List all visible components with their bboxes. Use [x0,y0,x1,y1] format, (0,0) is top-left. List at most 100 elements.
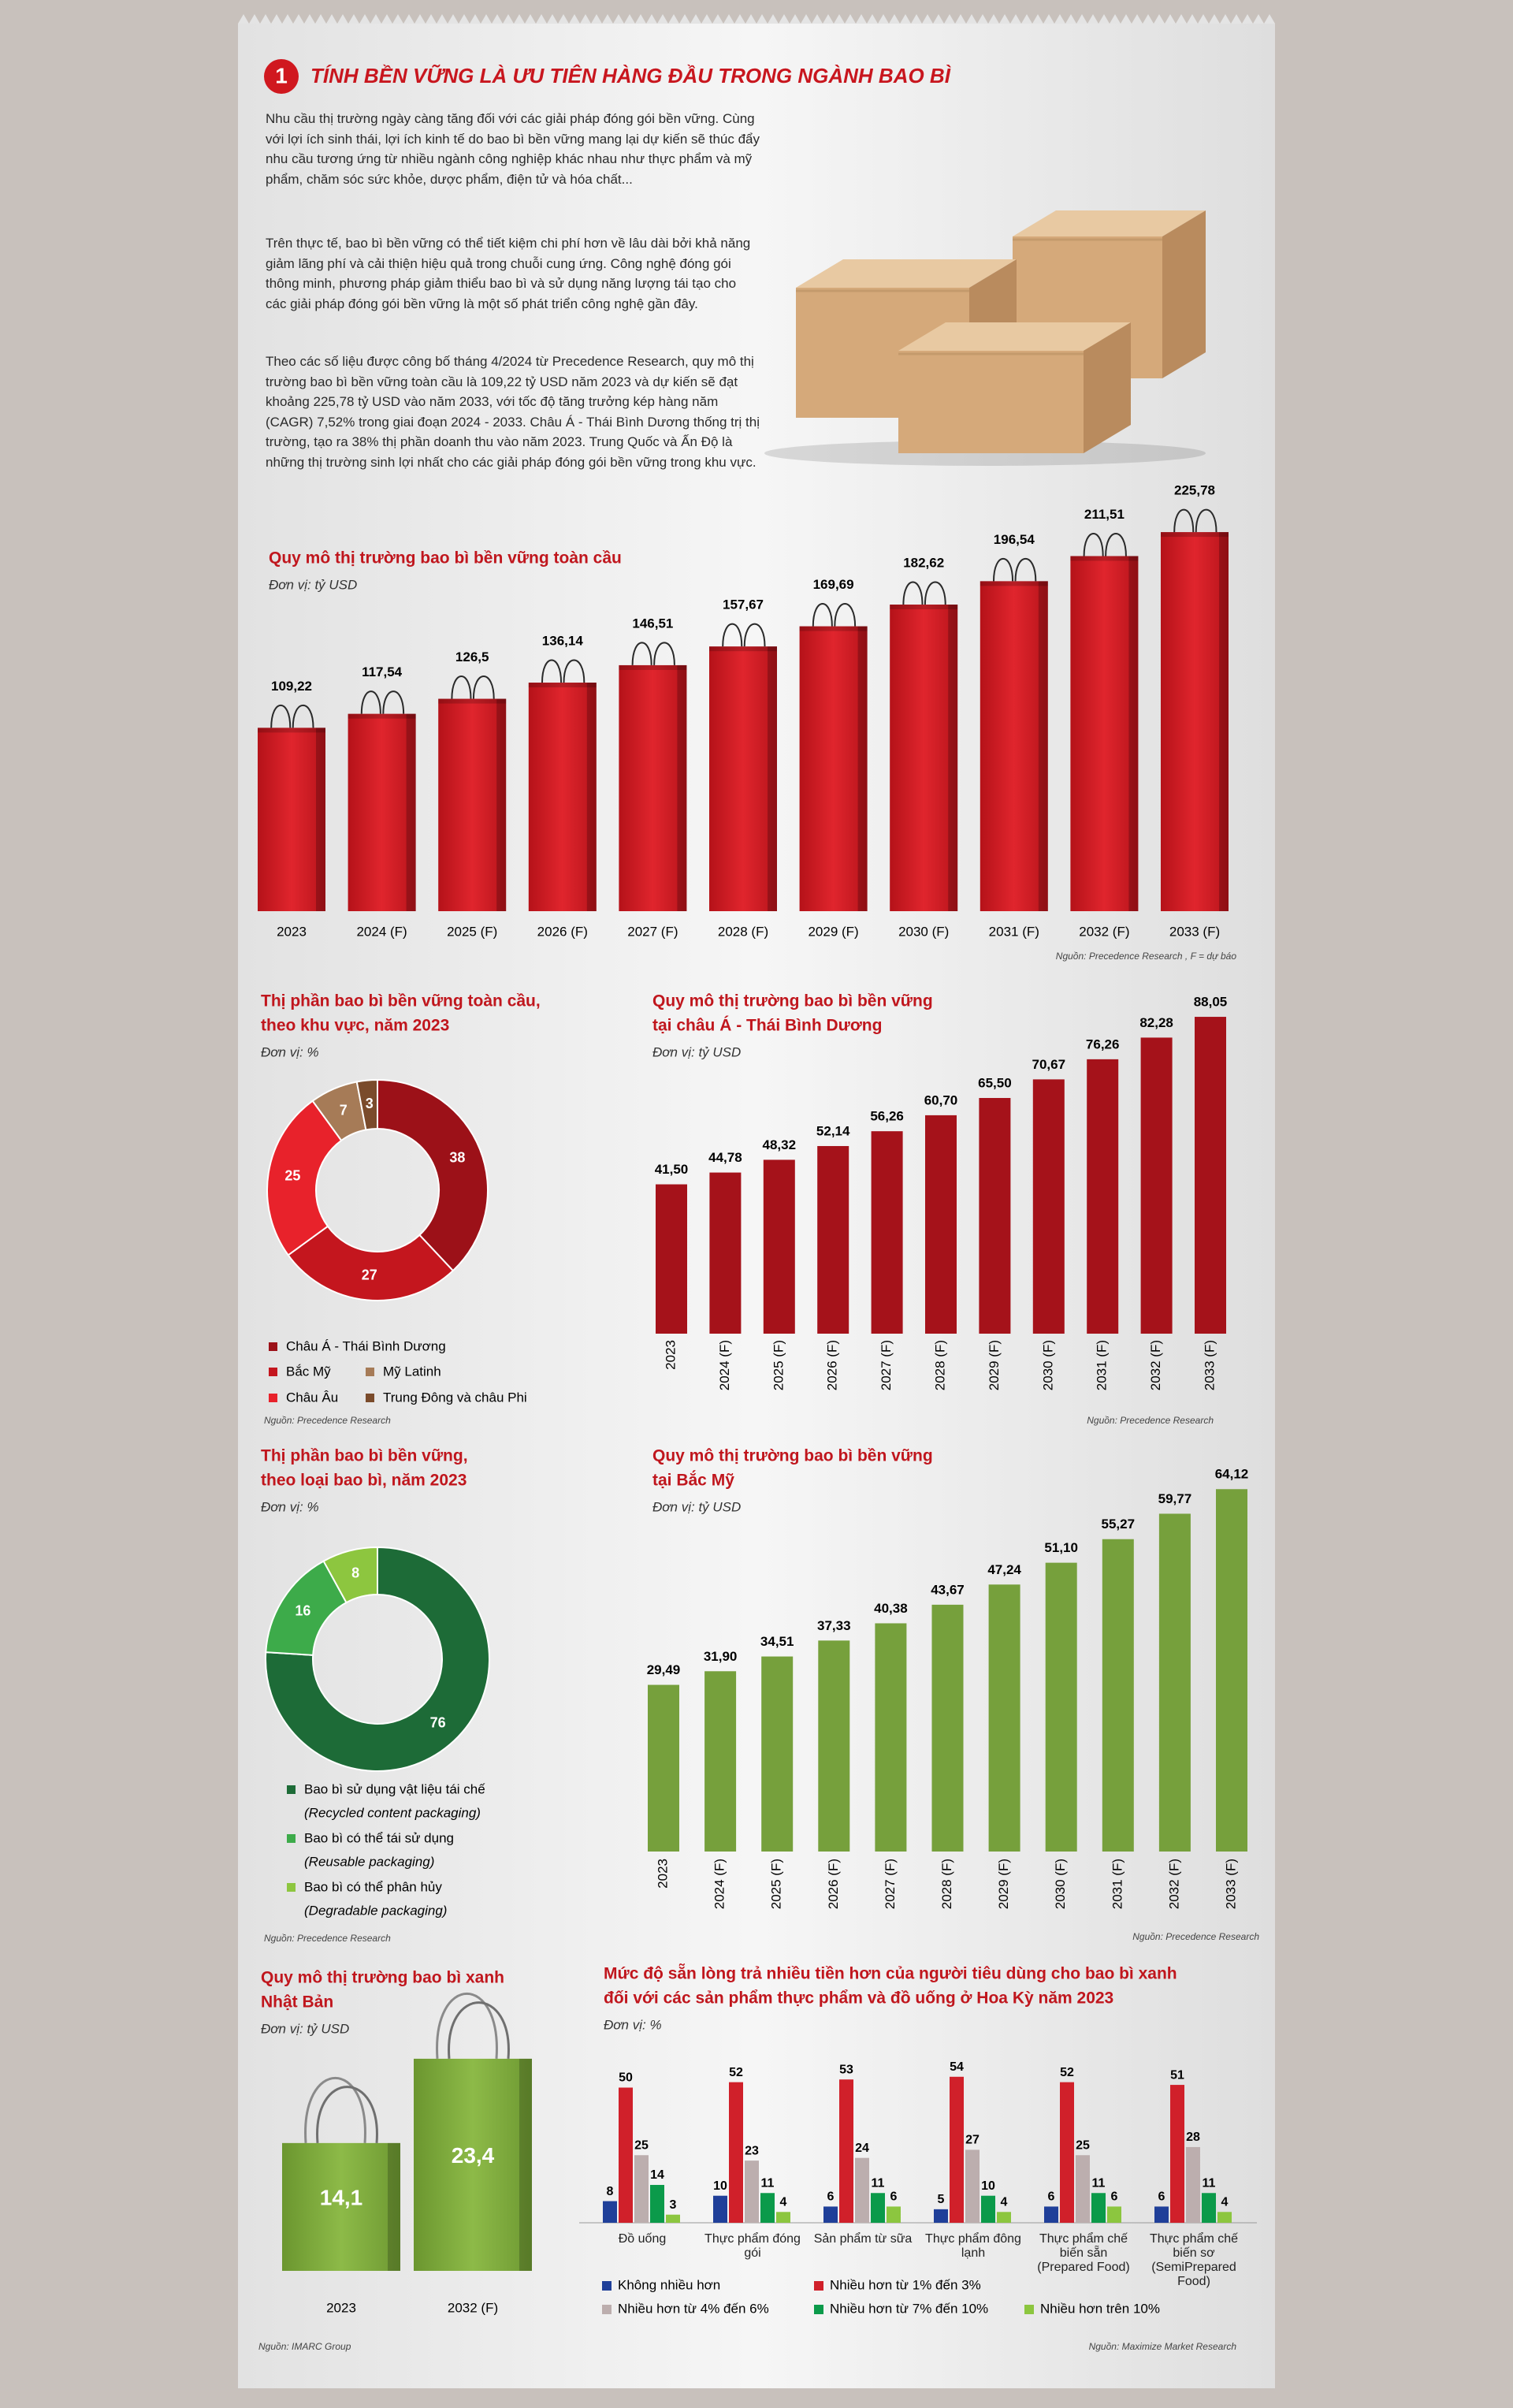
legend-label: Nhiều hơn từ 1% đến 3% [830,2277,981,2292]
x-tick-label: 2033 (F) [1169,924,1220,939]
bag-side [519,2058,532,2271]
bar [1060,2082,1074,2223]
legend-label: Bắc Mỹ [286,1364,331,1379]
legend-label: Bao bì có thể tái sử dụng [304,1830,454,1845]
bar [603,2201,617,2223]
value-label: 82,28 [1139,1015,1173,1030]
bag-handle [924,581,946,605]
bar [1076,2155,1090,2223]
bag [709,646,777,911]
slice-label: 3 [366,1096,374,1111]
bag-side [586,683,597,911]
value-label: 4 [1001,2195,1008,2209]
value-label: 11 [872,2176,885,2190]
value-label: 43,67 [931,1582,965,1597]
x-tick-label: 2031 (F) [1110,1859,1125,1909]
donut-slice [355,1078,378,1131]
legend-swatch [814,2305,823,2314]
bag-rim [528,683,597,688]
x-tick-label: 2033 (F) [1223,1859,1238,1909]
value-label: 5 [938,2193,945,2206]
legend-swatch [287,1883,296,1892]
source-note: Nguồn: Precedence Research [1087,1415,1214,1426]
value-label: 28 [1186,2131,1200,2144]
bag-handle [292,705,314,728]
value-label: 11 [761,2176,775,2190]
legend-swatch [814,2281,823,2291]
bag-handle [448,2001,510,2060]
bar [887,2206,901,2223]
bag [980,581,1048,911]
boxes-illustration [764,210,1206,466]
x-tick-label: 2023 [326,2300,356,2315]
bag [528,683,597,911]
source-note: Nguồn: Precedence Research [1132,1931,1259,1942]
bar [619,2087,633,2223]
value-label: 8 [607,2185,614,2198]
legend-label: Mỹ Latinh [383,1364,441,1379]
value-label: 211,51 [1084,507,1125,522]
bag-handle [316,2086,378,2143]
value-label: 40,38 [874,1601,908,1616]
legend-swatch [602,2281,612,2291]
slice-label: 76 [430,1714,446,1730]
bar [965,2149,980,2223]
bar [1217,2212,1232,2223]
source-note: Nguồn: Maximize Market Research [1089,2341,1237,2352]
bar [709,1172,742,1334]
chart-title: đối với các sản phẩm thực phẩm và đồ uốn… [604,1989,1113,2008]
value-label: 47,24 [987,1562,1021,1577]
donut-slice [266,1100,343,1256]
source-note: Nguồn: Precedence Research , F = dự báo [1056,951,1237,962]
value-label: 29,49 [647,1662,681,1677]
value-label: 53 [839,2063,853,2076]
x-tick-label: 2028 (F) [718,924,768,939]
value-label: 169,69 [813,577,854,592]
value-label: 6 [827,2190,835,2204]
bar [666,2214,680,2223]
bar [761,1656,794,1852]
x-tick-label: Sản phẩm từ sữa [813,2232,913,2246]
value-label: 6 [1111,2190,1118,2204]
chart-title: Quy mô thị trường bao bì bền vững [652,992,933,1010]
bag-side [496,698,507,911]
bag-handle [472,676,495,699]
x-tick-label: 2032 (F) [1148,1340,1163,1390]
x-tick-label: 2033 (F) [1202,1340,1217,1390]
value-label: 64,12 [1215,1467,1249,1482]
value-label: 14,1 [320,2185,363,2209]
bag-side [388,2142,400,2271]
bar [713,2195,727,2223]
bar [760,2193,775,2223]
bag-handle [360,690,381,714]
value-label: 117,54 [362,664,403,679]
bar [1091,2193,1106,2223]
bag-rim [258,728,325,733]
x-tick-label: 2027 (F) [627,924,678,939]
bar [704,1671,737,1852]
bar [875,1623,907,1852]
legend-swatch [1024,2305,1034,2314]
box-front [898,351,1084,453]
value-label: 50 [619,2071,633,2085]
value-label: 6 [890,2190,898,2204]
value-label: 4 [780,2195,787,2209]
bag-handle [451,676,472,699]
legend-swatch [269,1368,277,1376]
chart-title: Quy mô thị trường bao bì bền vững [652,1447,933,1465]
bar [1102,1539,1134,1852]
bar [1195,1017,1226,1334]
bar [1154,2206,1169,2223]
value-label: 10 [713,2179,727,2193]
bar [776,2212,790,2223]
x-tick-label: 2030 (F) [1053,1859,1068,1909]
slice-label: 38 [449,1150,465,1166]
legend-label: Trung Đông và châu Phi [383,1390,527,1405]
chart-title: tại châu Á - Thái Bình Dương [652,1017,882,1035]
slice-label: 7 [340,1103,348,1118]
bag-rim [1070,556,1139,561]
x-tick-label: 2026 (F) [825,1340,840,1390]
chart-subtitle: Đơn vị: tỷ USD [652,1044,741,1059]
donut-slice [377,1078,489,1272]
bag-handle [1105,533,1127,556]
